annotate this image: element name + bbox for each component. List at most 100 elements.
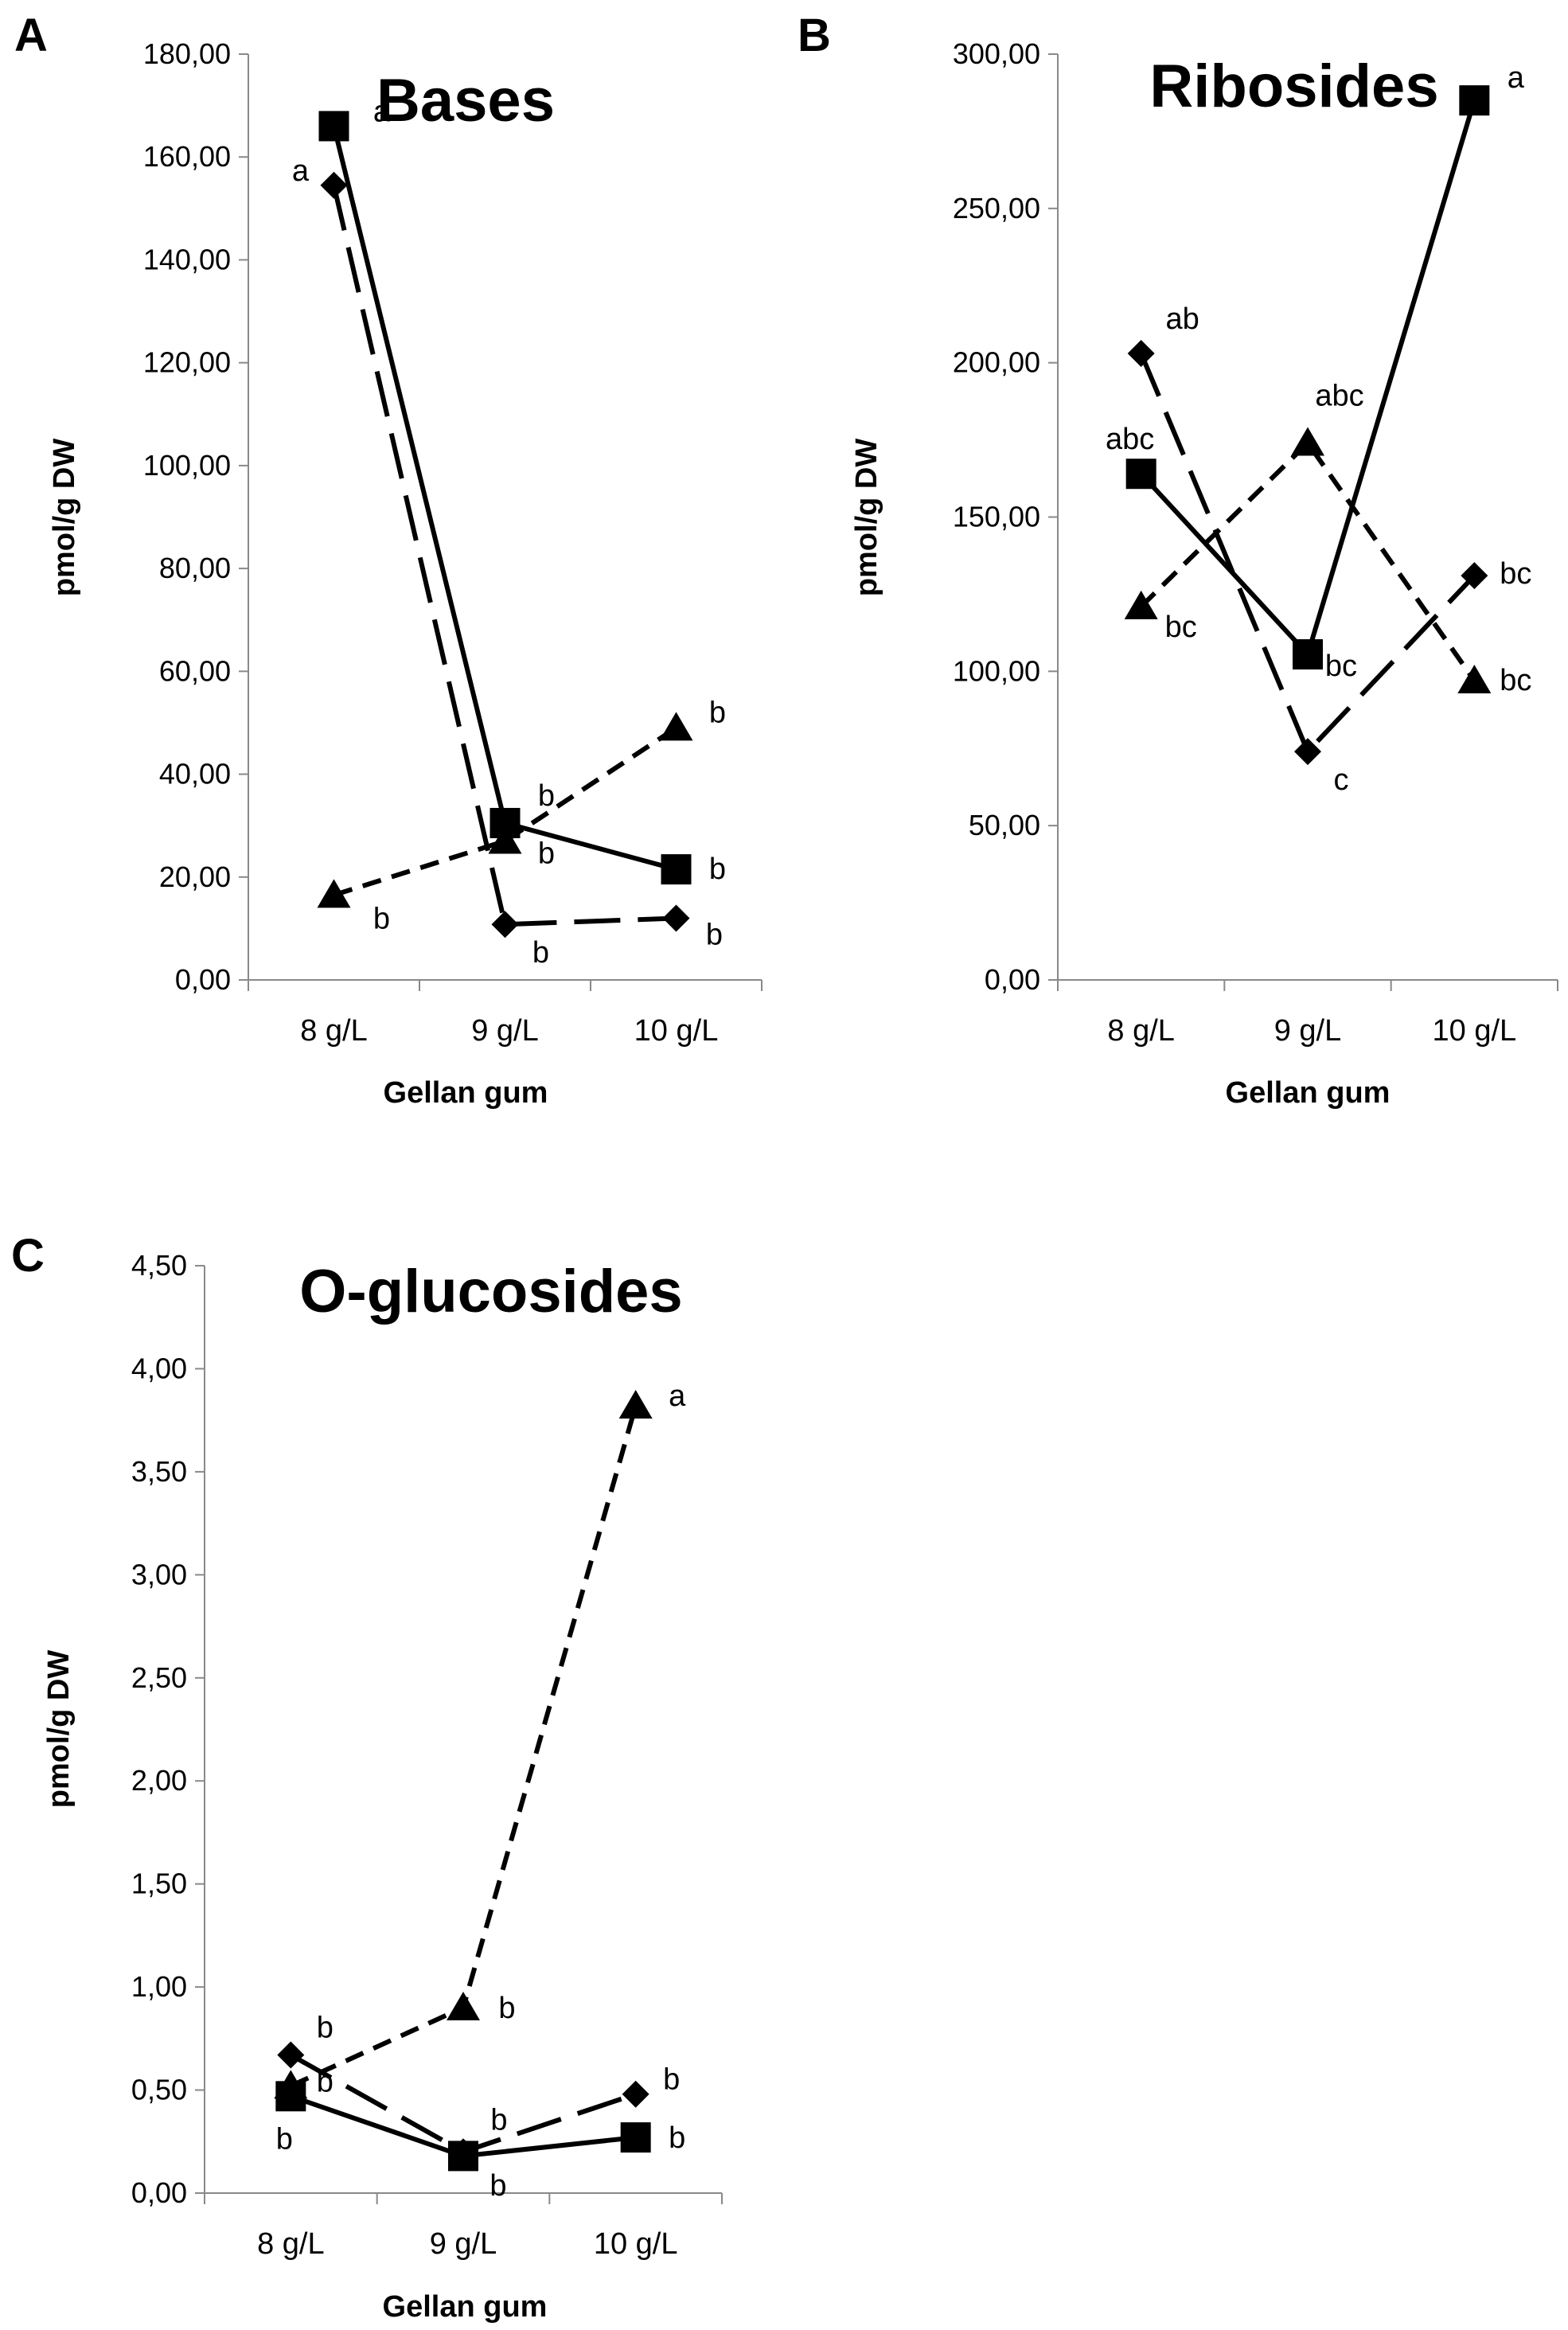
y-axis-title: pmol/g DW: [42, 1650, 76, 1809]
significance-label: abc: [1106, 423, 1154, 456]
data-point-square: [318, 111, 349, 142]
series-line: [331, 125, 677, 872]
y-tick-label: 160,00: [143, 140, 231, 173]
data-point-diamond: [1461, 562, 1488, 590]
data-point-square: [1459, 85, 1490, 116]
y-tick-label: 150,00: [953, 501, 1040, 533]
y-tick-label: 300,00: [953, 37, 1040, 70]
x-tick-label: 9 g/L: [430, 2227, 497, 2261]
series-triangle: bba: [274, 1380, 686, 2099]
series-diamond: bbb: [277, 2012, 680, 2203]
data-point-triangle: [274, 2070, 308, 2099]
x-tick-label: 8 g/L: [300, 1014, 368, 1048]
chart-panel-b: 0,00 50,00 100,00 150,00 200,00 250,00 300,00 8…: [798, 10, 1558, 1110]
data-point-diamond: [1294, 738, 1321, 766]
data-point-triangle: [1124, 590, 1158, 619]
significance-label: b: [669, 2121, 685, 2155]
data-point-triangle: [317, 879, 351, 908]
data-point-diamond: [491, 911, 519, 939]
data-point-diamond: [277, 2041, 305, 2069]
significance-label: b: [709, 853, 726, 886]
y-tick-label: 4,00: [131, 1352, 187, 1384]
series-square: abb: [318, 95, 726, 886]
series-line: [289, 2052, 637, 2155]
x-axis-title: Gellan gum: [383, 2290, 548, 2324]
significance-label: b: [532, 936, 549, 970]
y-tick-label: 140,00: [143, 243, 231, 275]
data-point-diamond: [662, 904, 690, 932]
y-tick-label: 4,50: [131, 1249, 187, 1282]
significance-label: b: [276, 2122, 293, 2156]
significance-label: b: [538, 779, 555, 813]
data-point-square: [620, 2122, 651, 2153]
y-tick-label: 0,00: [131, 2176, 187, 2209]
data-point-triangle: [659, 712, 693, 741]
significance-label: b: [709, 696, 726, 729]
significance-label: abc: [1315, 379, 1363, 412]
data-point-triangle: [1291, 427, 1324, 456]
chart-title: O-glucosides: [299, 1258, 682, 1325]
data-point-square: [661, 854, 692, 885]
y-tick-label: 100,00: [953, 654, 1040, 687]
x-axis-title: Gellan gum: [1226, 1076, 1391, 1110]
significance-label: bc: [1500, 664, 1531, 697]
significance-label: bc: [1325, 650, 1357, 683]
data-point-diamond: [622, 2080, 649, 2108]
y-tick-label: 250,00: [953, 192, 1040, 224]
y-tick-label: 2,50: [131, 1661, 187, 1694]
y-tick-label: 50,00: [969, 809, 1040, 841]
series-line: [1139, 100, 1477, 658]
series-triangle: bbb: [317, 696, 726, 935]
y-tick-label: 200,00: [953, 346, 1040, 379]
significance-label: bc: [1500, 557, 1531, 591]
data-point-triangle: [488, 825, 522, 854]
y-tick-label: 3,00: [131, 1558, 187, 1590]
significance-label: b: [663, 2063, 680, 2097]
data-point-diamond: [320, 171, 348, 199]
data-point-square: [1125, 459, 1156, 490]
x-tick-label: 10 g/L: [634, 1014, 719, 1048]
significance-label: c: [1334, 763, 1349, 797]
significance-label: b: [538, 837, 555, 871]
significance-label: a: [1508, 61, 1525, 95]
data-point-square: [448, 2141, 478, 2172]
y-tick-label: 40,00: [159, 758, 231, 790]
series-line: [333, 725, 678, 898]
x-tick-label: 10 g/L: [594, 2227, 678, 2261]
series-square: abc bc a: [1106, 61, 1525, 683]
y-tick-label: 120,00: [143, 346, 231, 379]
data-point-triangle: [447, 1992, 480, 2020]
y-tick-label: 2,00: [131, 1764, 187, 1797]
y-tick-label: 100,00: [143, 449, 231, 482]
y-axis-title: pmol/g DW: [48, 439, 81, 597]
significance-label: b: [706, 918, 723, 951]
y-tick-label: 60,00: [159, 654, 231, 687]
y-tick-label: 1,50: [131, 1868, 187, 1900]
y-tick-label: 20,00: [159, 861, 231, 893]
significance-label: b: [490, 2103, 507, 2137]
y-tick-label: 0,00: [175, 963, 231, 996]
x-tick-label: 8 g/L: [1107, 1014, 1175, 1048]
series-line: [290, 1405, 638, 2089]
significance-label: bc: [1165, 611, 1197, 644]
series-triangle: bc abc bc: [1124, 379, 1531, 697]
panel-letter: C: [11, 1230, 45, 1282]
significance-label: ab: [1166, 302, 1199, 336]
significance-label: a: [373, 95, 391, 128]
significance-label: b: [317, 2012, 333, 2045]
x-tick-label: 9 g/L: [471, 1014, 539, 1048]
series-line: [1139, 440, 1476, 682]
chart-panel-c: 0,00 0,50 1,00 1,50 2,00 2,50 3,00 3,50 4,00 4,50…: [11, 1230, 723, 2324]
y-tick-label: 3,50: [131, 1455, 187, 1488]
y-tick-label: 180,00: [143, 37, 231, 70]
panel-letter: B: [798, 10, 831, 61]
y-axis-title: pmol/g DW: [850, 439, 883, 597]
significance-label: a: [292, 154, 310, 188]
significance-label: b: [373, 902, 390, 935]
series-line: [331, 185, 677, 927]
significance-label: b: [317, 2065, 333, 2098]
significance-label: b: [498, 1992, 515, 2025]
chart-panel-a: 0,00 20,00 40,00 60,00 80,00 100,00 120,00 140,…: [14, 10, 763, 1110]
data-point-triangle: [1457, 664, 1492, 693]
